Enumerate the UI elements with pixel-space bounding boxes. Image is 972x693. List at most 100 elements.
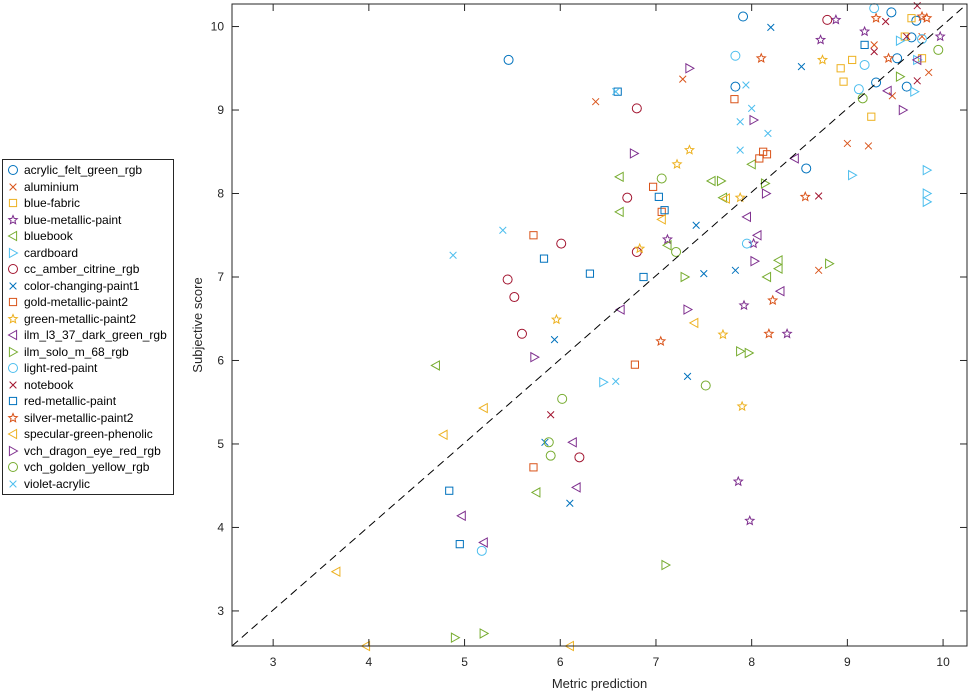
- legend-item: specular-green-phenolic: [3, 426, 173, 443]
- y-tick-label: 10: [211, 20, 225, 34]
- data-marks: [330, 1, 946, 652]
- legend-item: aluminium: [3, 179, 173, 196]
- data-point: [567, 436, 577, 448]
- x-tick-label: 10: [936, 655, 950, 669]
- data-point: [799, 191, 811, 202]
- data-point: [763, 327, 775, 339]
- data-point: [683, 372, 692, 381]
- data-point: [870, 41, 878, 49]
- data-point: [430, 360, 440, 371]
- axes-box: [231, 3, 968, 647]
- data-point: [916, 10, 928, 22]
- y-tick-label: 9: [217, 103, 224, 117]
- y-tick-label: 5: [217, 437, 224, 451]
- series-acrylic_felt_green_rgb: [503, 7, 922, 174]
- data-point: [656, 214, 666, 225]
- legend-label: aluminium: [24, 179, 79, 194]
- legend-item: gold-metallic-paint2: [3, 294, 173, 311]
- legend-label: ilm_l3_37_dark_green_rgb: [24, 328, 167, 343]
- y-tick-label: 6: [217, 353, 224, 367]
- data-point: [839, 77, 848, 86]
- data-point: [816, 54, 829, 65]
- data-point: [685, 62, 695, 74]
- data-point: [767, 294, 779, 306]
- x-tick-label: 8: [748, 655, 755, 669]
- data-point: [661, 239, 672, 251]
- y-axis-ticks: 3 4 5 6 7 8 9 10: [211, 20, 967, 618]
- legend-item: bluebook: [3, 228, 173, 245]
- data-point: [836, 64, 845, 73]
- data-point: [825, 258, 835, 269]
- data-point: [530, 351, 540, 363]
- legend-item: color-changing-paint1: [3, 278, 173, 295]
- legend-item: cc_amber_citrine_rgb: [3, 261, 173, 278]
- data-point: [550, 335, 559, 344]
- data-point: [478, 402, 488, 414]
- data-point: [574, 452, 585, 463]
- data-point: [566, 499, 574, 507]
- data-point: [661, 559, 672, 571]
- legend-item: vch_golden_yellow_rgb: [3, 459, 173, 476]
- x-tick-label: 5: [461, 655, 468, 669]
- data-point: [546, 411, 555, 419]
- x-marker-icon: [9, 480, 17, 488]
- data-point: [330, 566, 341, 578]
- circle-marker-icon: [8, 363, 18, 374]
- series-vch_golden_yellow_rgb: [543, 44, 944, 461]
- x-marker-icon: [9, 282, 17, 290]
- data-point: [591, 97, 600, 106]
- data-point: [631, 103, 642, 114]
- data-point: [455, 540, 464, 549]
- data-point: [859, 59, 870, 70]
- legend-item: ilm_l3_37_dark_green_rgb: [3, 327, 173, 344]
- y-axis-label: Subjective score: [190, 277, 205, 372]
- series-vch_dragon_eye_red_rgb: [530, 62, 909, 363]
- star-marker-icon: [7, 411, 19, 423]
- data-point: [814, 192, 823, 200]
- data-point: [530, 487, 541, 498]
- data-point: [648, 182, 658, 191]
- data-point: [888, 92, 897, 100]
- data-point: [869, 3, 880, 14]
- series-cardboard: [599, 35, 933, 388]
- series-violet-acrylic: [449, 81, 772, 386]
- x-tick-label: 3: [270, 655, 277, 669]
- legend-item: vch_dragon_eye_red_rgb: [3, 443, 173, 460]
- data-point: [895, 71, 906, 82]
- triangle-right-marker-icon: [8, 445, 19, 457]
- data-point: [913, 77, 921, 85]
- data-point: [734, 191, 746, 203]
- series-bluebook: [430, 158, 783, 498]
- series-blue-fabric: [836, 14, 927, 121]
- legend-item: acrylic_felt_green_rgb: [3, 162, 173, 179]
- data-point: [700, 269, 708, 278]
- legend-label: violet-acrylic: [24, 476, 91, 491]
- data-point: [705, 175, 716, 187]
- data-point: [772, 254, 783, 266]
- data-point: [599, 376, 609, 388]
- data-point: [747, 104, 756, 113]
- data-point: [639, 272, 648, 282]
- data-point: [556, 238, 567, 249]
- data-point: [881, 17, 890, 26]
- data-point: [614, 171, 624, 183]
- legend-item: silver-metallic-paint2: [3, 410, 173, 427]
- data-point: [437, 429, 448, 441]
- data-point: [761, 188, 772, 199]
- data-point: [864, 142, 873, 150]
- data-point: [742, 81, 750, 89]
- data-point: [683, 304, 694, 315]
- identity-reference-line: [231, 3, 968, 647]
- triangle-right-marker-icon: [8, 346, 19, 358]
- data-point: [815, 34, 827, 45]
- y-tick-label: 7: [217, 270, 224, 284]
- data-point: [612, 87, 620, 96]
- legend-label: blue-metallic-paint: [24, 212, 122, 227]
- data-point: [922, 196, 933, 208]
- data-point: [509, 292, 520, 303]
- legend-label: ilm_solo_m_68_rgb: [24, 344, 129, 359]
- data-point: [692, 221, 700, 229]
- data-point: [767, 23, 775, 32]
- data-point: [630, 360, 640, 369]
- data-point: [934, 30, 946, 42]
